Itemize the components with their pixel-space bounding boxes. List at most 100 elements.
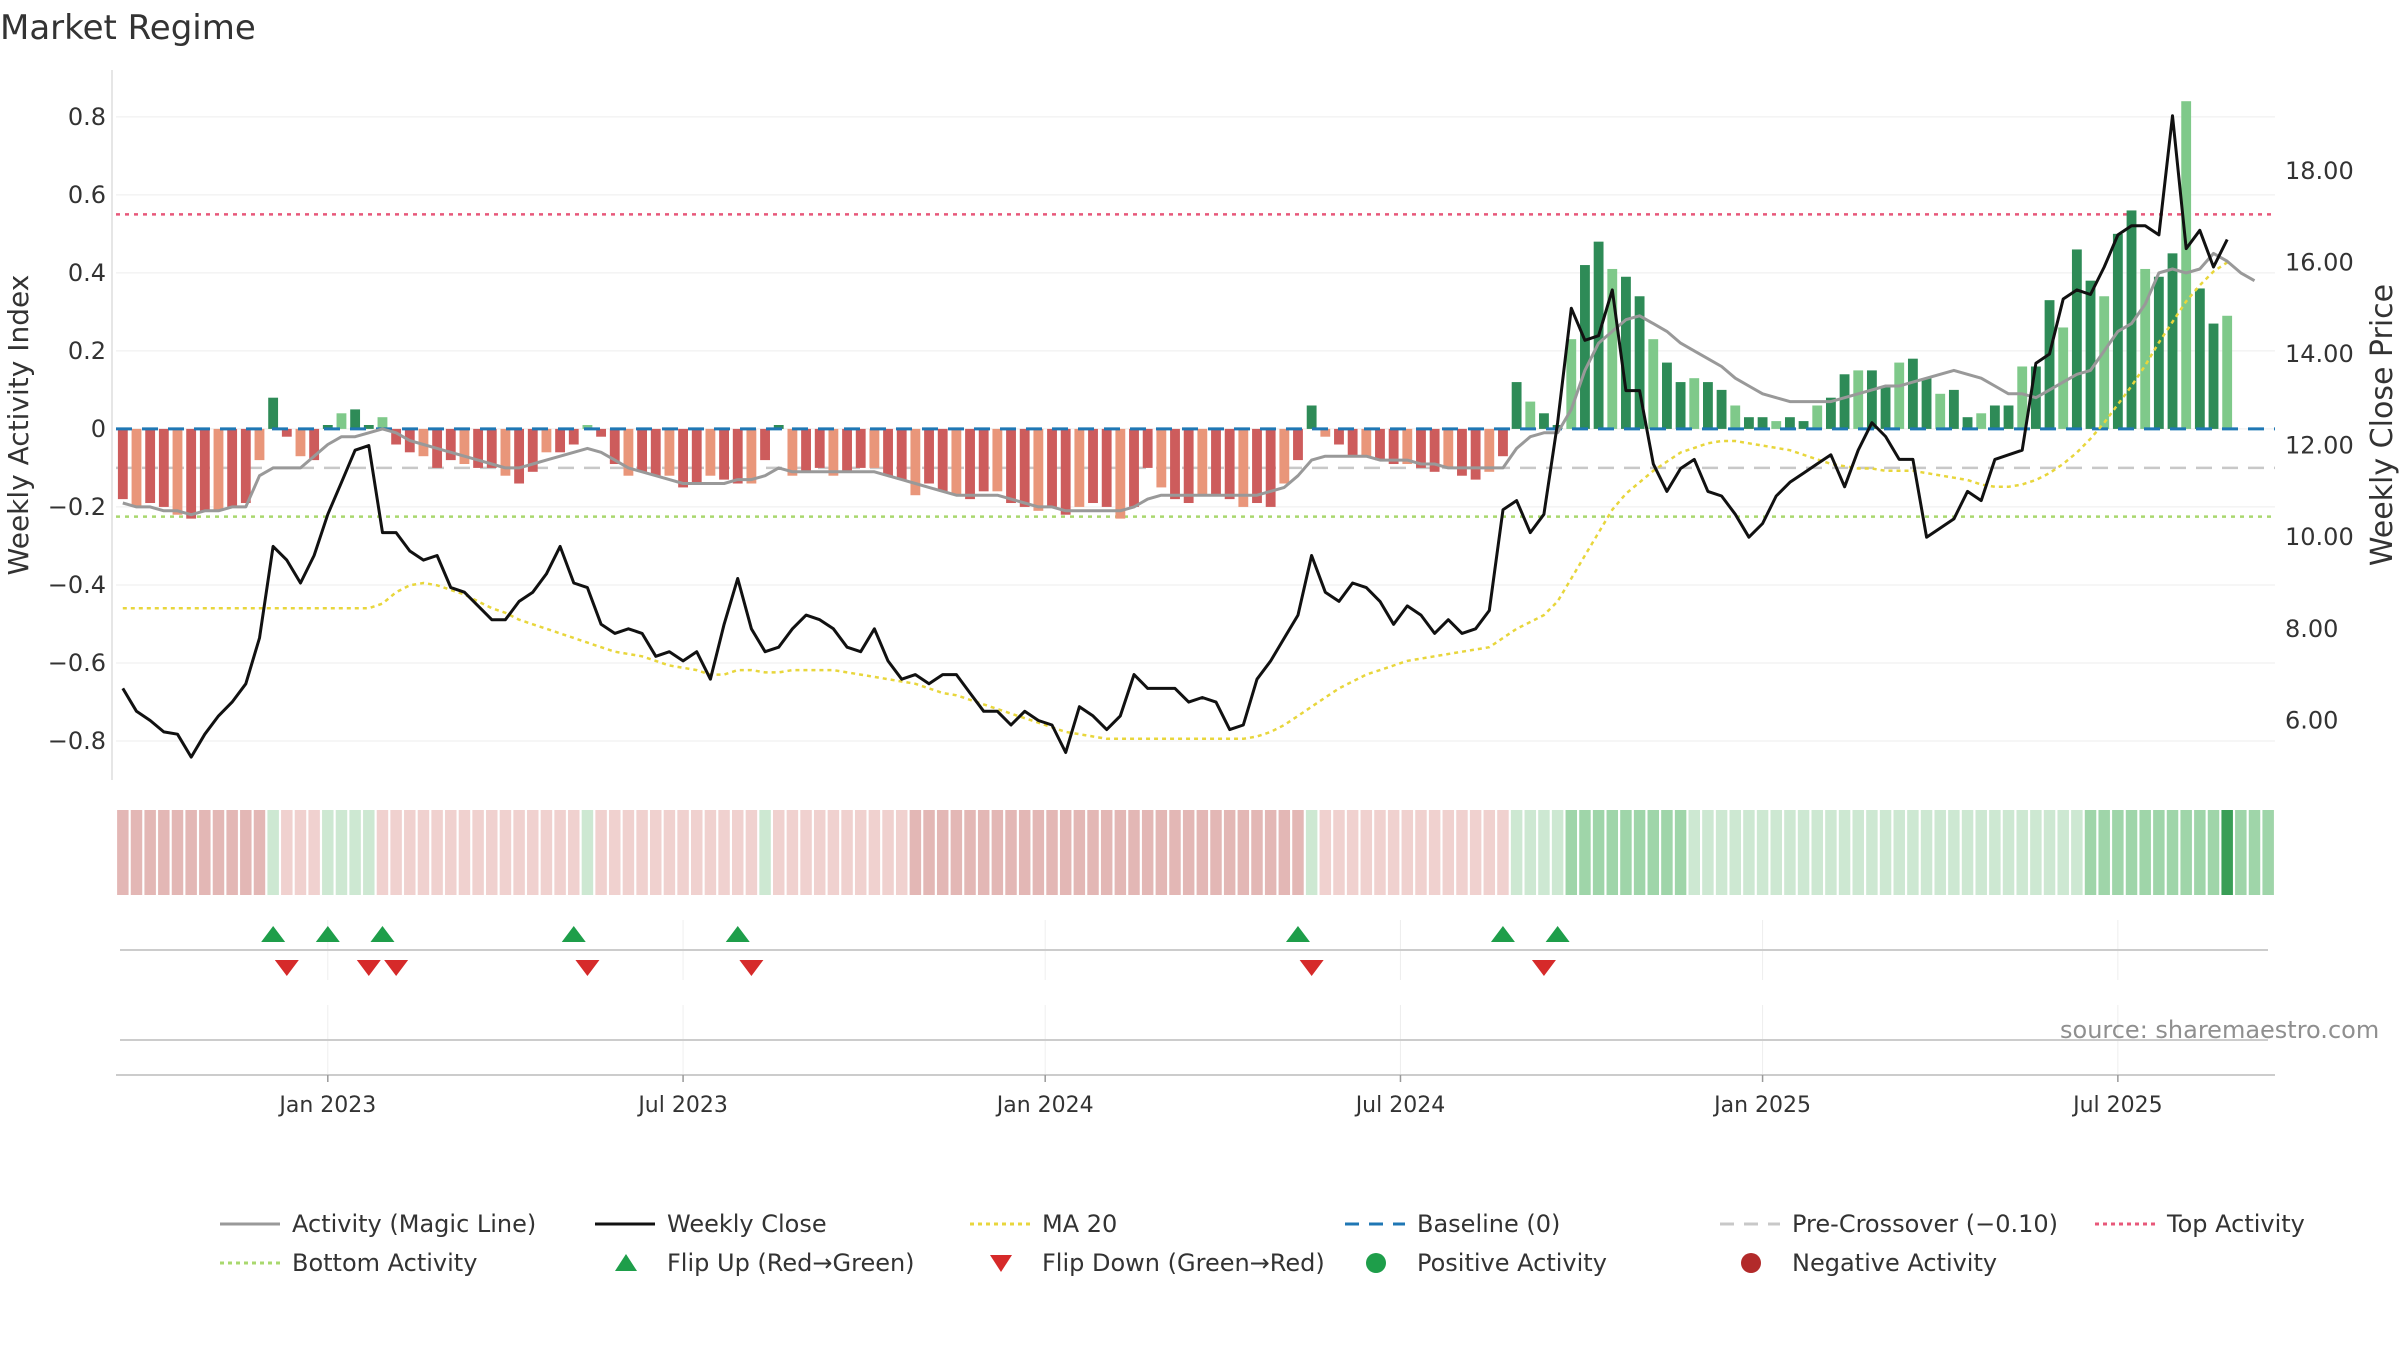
regime-strip-cell (185, 810, 197, 895)
flip-down-marker (739, 960, 764, 976)
activity-bar (1224, 428, 1235, 500)
regime-strip-cell (1100, 810, 1113, 895)
activity-bar (1183, 428, 1194, 504)
activity-bar (1662, 362, 1672, 429)
y-tick-label: 0.8 (68, 103, 106, 131)
flip-up-marker (561, 926, 586, 942)
activity-bar (131, 428, 142, 507)
regime-strip-cell (568, 810, 580, 895)
regime-strip-cell (2057, 810, 2069, 895)
regime-strip-cell (731, 810, 744, 895)
regime-strip-cell (1005, 810, 1017, 895)
activity-bar (1689, 378, 1700, 429)
activity-bar (1771, 421, 1782, 429)
regime-strip-cell (2194, 810, 2206, 895)
regime-strip-cell (445, 810, 457, 895)
regime-strip-cell (1032, 810, 1045, 895)
activity-bar (691, 428, 702, 484)
regime-strip-cell (158, 810, 170, 895)
regime-strip-cell (1934, 810, 1946, 895)
y-tick-label: −0.4 (48, 571, 106, 599)
flip-down-marker (1299, 960, 1324, 976)
page-title: Market Regime (0, 8, 256, 48)
regime-strip-cell (1428, 810, 1441, 895)
activity-bar (787, 428, 798, 476)
activity-bar (1033, 428, 1044, 511)
regime-strip-cell (1756, 810, 1769, 895)
activity-bar (842, 428, 852, 472)
activity-bar (1006, 428, 1016, 504)
y-tick-label: −0.8 (48, 727, 106, 755)
regime-strip-cell (2084, 810, 2097, 895)
activity-bar (541, 428, 552, 453)
activity-bar (322, 425, 333, 429)
x-tick-label: Jan 2024 (995, 1093, 1094, 1118)
activity-bar (1060, 428, 1071, 515)
activity-bar (910, 428, 921, 496)
regime-strip-cell (1633, 810, 1646, 895)
activity-bar (2071, 249, 2082, 429)
regime-strip-cell (335, 810, 348, 895)
weekly-close-line (121, 114, 2229, 759)
regime-strip-cell (841, 810, 853, 895)
y-tick-label: 0.4 (68, 259, 106, 287)
regime-strip-cell (554, 810, 566, 895)
activity-bar (2153, 276, 2164, 429)
x-tick-label: Jul 2023 (636, 1093, 728, 1118)
activity-bar (1853, 370, 1864, 429)
x-tick-label: Jan 2023 (277, 1093, 376, 1118)
regime-strip-cell (2030, 810, 2042, 895)
regime-strip-cell (609, 810, 621, 895)
regime-strip-cell (786, 810, 799, 895)
regime-strip-cell (1210, 810, 1222, 895)
activity-bar (1894, 362, 1905, 429)
activity-bar (1443, 428, 1454, 468)
regime-strip-cell (472, 810, 484, 895)
activity-bar (1142, 428, 1153, 468)
activity-bar (1361, 428, 1372, 457)
regime-strip-cell (1579, 810, 1591, 895)
regime-strip-cell (171, 810, 184, 895)
regime-strip-cell (540, 810, 553, 895)
regime-strip-cell (1565, 810, 1578, 895)
regime-strip-cell (1141, 810, 1154, 895)
activity-bar (1839, 374, 1850, 429)
activity-bar (965, 428, 975, 500)
regime-strip-cell (2166, 810, 2179, 895)
regime-strip-cell (144, 810, 156, 895)
activity-bar (746, 428, 757, 484)
activity-bar (1743, 417, 1754, 429)
regime-strip-cell (267, 810, 279, 895)
activity-bar (1716, 389, 1727, 429)
regime-strip-cell (1920, 810, 1933, 895)
ma20-line (122, 261, 2228, 741)
activity-bar (869, 428, 880, 468)
activity-bar (1115, 428, 1126, 519)
regime-strip-cell (1497, 810, 1509, 895)
activity-bar (596, 428, 607, 437)
regime-strip-cell (1551, 810, 1564, 895)
activity-bar (1306, 405, 1317, 429)
regime-strip-cell (868, 810, 881, 895)
y-tick-label: −0.2 (48, 493, 106, 521)
regime-strip-cell (130, 810, 143, 895)
regime-strip-cell (1606, 810, 1619, 895)
y2-tick-label: 14.00 (2285, 340, 2354, 368)
regime-strip-cell (308, 810, 320, 895)
regime-strip-cell (1469, 810, 1482, 895)
activity-bar (637, 428, 648, 472)
activity-bar (377, 417, 388, 429)
regime-strip-cell (622, 810, 635, 895)
regime-strip-cell (349, 810, 361, 895)
legend-label: MA 20 (1042, 1210, 1117, 1238)
regime-strip-cell (390, 810, 402, 895)
activity-bar (1580, 265, 1590, 429)
activity-bar (254, 428, 265, 461)
activity-bar (1156, 428, 1167, 488)
activity-bar (295, 428, 306, 457)
legend-label: Negative Activity (1792, 1249, 1997, 1277)
activity-bar (1402, 428, 1413, 465)
regime-strip-cell (2262, 810, 2274, 895)
activity-bar (1470, 428, 1481, 480)
regime-strip-cell (813, 810, 826, 895)
